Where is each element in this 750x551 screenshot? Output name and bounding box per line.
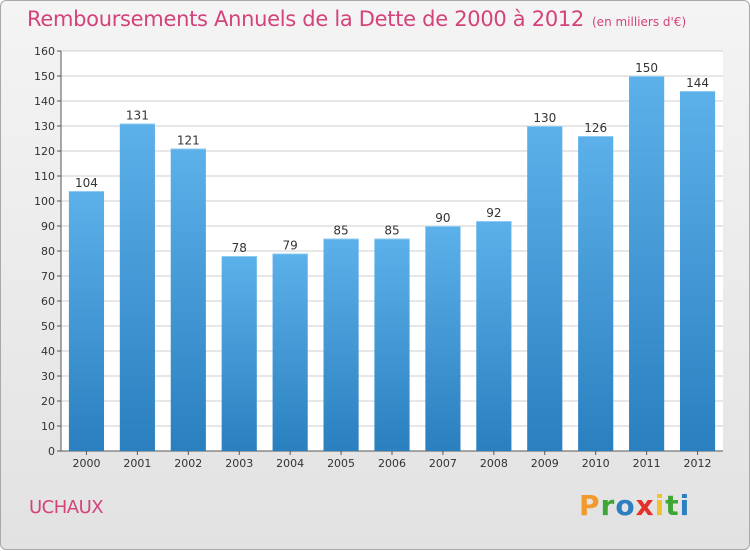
y-tick-label: 110: [34, 170, 55, 183]
bar: [272, 253, 308, 451]
bar: [527, 126, 563, 451]
x-tick-label: 2010: [582, 457, 610, 470]
y-tick-label: 70: [41, 270, 55, 283]
y-tick-label: 50: [41, 320, 55, 333]
logo-letter: r: [600, 489, 616, 522]
bar-value-label: 104: [75, 176, 98, 190]
x-tick-label: 2011: [633, 457, 661, 470]
y-tick-label: 90: [41, 220, 55, 233]
proxiti-logo: Proxiti: [579, 489, 690, 522]
y-tick-label: 60: [41, 295, 55, 308]
x-tick-label: 2012: [684, 457, 712, 470]
chart-title: Remboursements Annuels de la Dette de 20…: [27, 7, 686, 31]
bar: [323, 238, 359, 451]
x-tick-label: 2002: [174, 457, 202, 470]
bar: [170, 148, 206, 451]
logo-letter: t: [665, 489, 680, 522]
bar: [629, 76, 665, 451]
bar: [119, 123, 155, 451]
bar-value-label: 85: [333, 224, 348, 238]
bar: [578, 136, 614, 451]
bar-value-label: 144: [686, 76, 709, 90]
bar-value-label: 126: [584, 121, 607, 135]
x-tick-label: 2007: [429, 457, 457, 470]
bar: [476, 221, 512, 451]
commune-name: UCHAUX: [29, 497, 104, 518]
y-tick-label: 100: [34, 195, 55, 208]
bar-value-label: 92: [486, 206, 501, 220]
x-tick-label: 2000: [72, 457, 100, 470]
y-tick-label: 150: [34, 70, 55, 83]
x-tick-label: 2008: [480, 457, 508, 470]
bar-value-label: 78: [232, 241, 247, 255]
y-tick-label: 20: [41, 395, 55, 408]
x-tick-label: 2009: [531, 457, 559, 470]
x-tick-label: 2003: [225, 457, 253, 470]
y-tick-label: 120: [34, 145, 55, 158]
bar-value-label: 131: [126, 109, 149, 123]
logo-letter: i: [654, 489, 666, 522]
chart-title-text: Remboursements Annuels de la Dette de 20…: [27, 7, 584, 31]
y-tick-label: 160: [34, 45, 55, 58]
y-tick-label: 0: [48, 445, 55, 458]
y-tick-label: 140: [34, 95, 55, 108]
bar-value-label: 121: [177, 134, 200, 148]
bar-value-label: 79: [283, 239, 298, 253]
bar-value-label: 90: [435, 211, 450, 225]
logo-letter: o: [615, 489, 636, 522]
logo-letter: x: [635, 489, 655, 522]
bar: [68, 191, 105, 451]
bar: [374, 238, 410, 451]
bar: [679, 91, 716, 451]
y-tick-label: 130: [34, 120, 55, 133]
x-tick-label: 2004: [276, 457, 304, 470]
bar: [221, 256, 257, 451]
y-tick-label: 10: [41, 420, 55, 433]
x-tick-label: 2001: [123, 457, 151, 470]
logo-letter: P: [579, 489, 601, 522]
y-tick-label: 30: [41, 370, 55, 383]
chart-unit: (en milliers d'€): [592, 15, 687, 29]
y-tick-label: 80: [41, 245, 55, 258]
bar-value-label: 150: [635, 61, 658, 75]
bar-value-label: 85: [384, 224, 399, 238]
bar: [425, 226, 461, 451]
y-tick-label: 40: [41, 345, 55, 358]
x-tick-label: 2005: [327, 457, 355, 470]
logo-letter: i: [679, 489, 691, 522]
plot-area: 0 10 20 30 40 50 60 70 80 90 100 110 120 130 140 150 160…: [34, 45, 723, 470]
x-tick-label: 2006: [378, 457, 406, 470]
bar-value-label: 130: [533, 111, 556, 125]
